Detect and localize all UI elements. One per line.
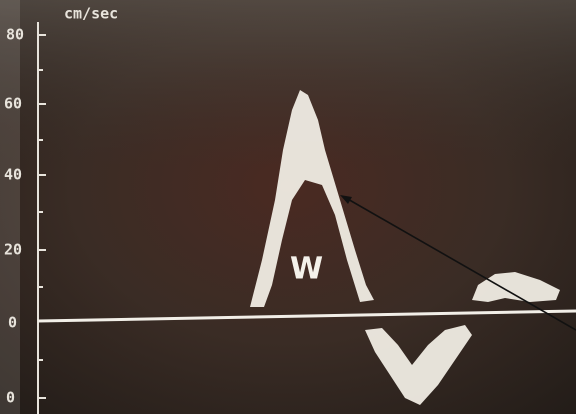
annotation: W <box>290 252 323 287</box>
y-tick-label: 40 <box>4 166 22 184</box>
screen-edge <box>0 0 20 414</box>
y-tick-label: 0 <box>8 314 17 332</box>
axis-unit: cm/sec <box>64 5 118 23</box>
y-tick-label: 20 <box>4 241 22 259</box>
y-tick-label: 60 <box>4 95 22 113</box>
y-tick-label: 0 <box>6 389 15 407</box>
doppler-screen-photo: cm/sec 80 60 40 20 0 0 W <box>0 0 576 414</box>
y-tick-label: 80 <box>6 26 24 44</box>
